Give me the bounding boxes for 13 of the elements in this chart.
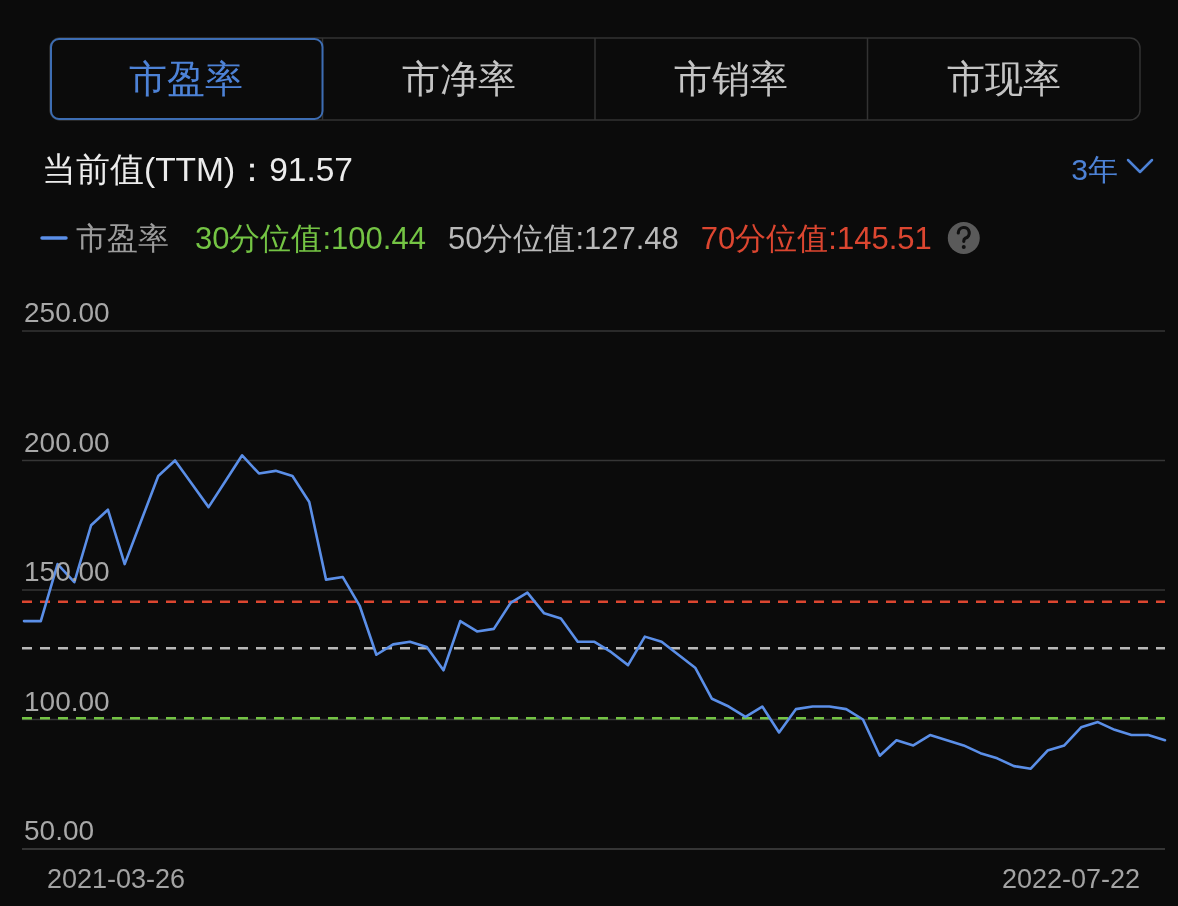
text: 3年 <box>1071 153 1118 186</box>
text: 2021-03-26 <box>47 864 186 894</box>
y-tick-label: 200.00 <box>24 426 110 458</box>
chart-subtitle: 当前值(TTM)：91.57 <box>42 151 353 188</box>
y-tick-label: 250.00 <box>24 297 110 328</box>
ref-line-label: 50分位值:127.48 <box>447 221 679 256</box>
y-tick-label: 50.00 <box>24 815 95 846</box>
ref-line-label: 70分位值:145.51 <box>700 221 932 256</box>
text: 2022-07-22 <box>1001 864 1140 894</box>
y-tick-label: 100.00 <box>24 685 110 717</box>
legend-label: 市盈率 <box>76 221 169 256</box>
ref-line-label: 30分位值:100.44 <box>195 221 426 256</box>
tabs: 市盈率 市净率 市销率 市现率 <box>49 37 1141 121</box>
